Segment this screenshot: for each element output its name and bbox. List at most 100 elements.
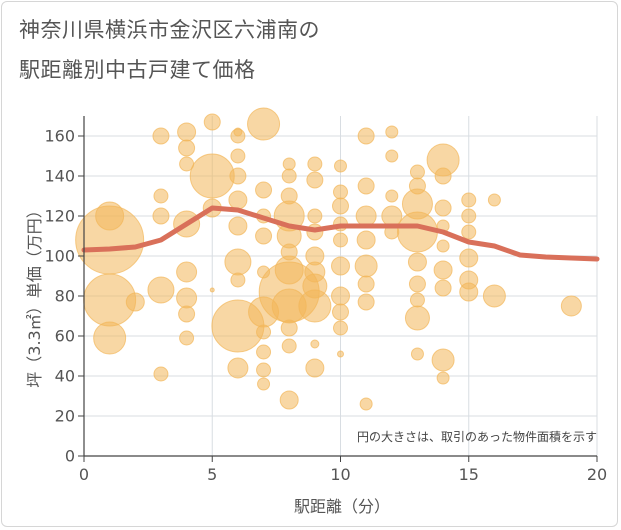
data-bubble xyxy=(228,190,248,210)
data-bubble xyxy=(153,366,169,382)
y-axis-label: 坪（3.3㎡）単価（万円） xyxy=(25,202,44,387)
data-bubble xyxy=(434,199,452,217)
data-bubble xyxy=(461,208,477,224)
y-tick-label: 120 xyxy=(44,207,75,226)
data-bubble xyxy=(230,148,246,164)
data-bubble xyxy=(305,358,325,378)
data-bubble xyxy=(224,248,252,276)
data-bubble xyxy=(487,193,501,207)
data-bubble xyxy=(461,192,477,208)
data-bubble xyxy=(152,127,170,145)
data-bubble xyxy=(229,167,247,185)
x-axis-label: 駅距離（分） xyxy=(294,497,390,516)
data-bubble xyxy=(255,227,273,245)
data-bubble xyxy=(178,305,196,323)
y-tick-label: 80 xyxy=(55,287,75,306)
chart-trend-line xyxy=(81,205,600,262)
data-bubble xyxy=(280,319,298,337)
data-bubble xyxy=(233,127,243,137)
data-bubble xyxy=(359,397,373,411)
data-bubble xyxy=(459,282,479,302)
data-bubble xyxy=(436,371,450,385)
data-bubble xyxy=(176,287,198,309)
data-bubble xyxy=(178,139,196,157)
data-bubble xyxy=(179,330,195,346)
x-tick-label: 0 xyxy=(79,465,89,484)
data-bubble xyxy=(307,156,323,172)
data-bubble xyxy=(410,347,424,361)
data-bubble xyxy=(396,211,438,253)
chart-title-line2: 駅距離別中古戸建て価格 xyxy=(19,58,256,82)
data-bubble xyxy=(279,390,299,410)
data-bubble xyxy=(281,338,297,354)
data-bubble xyxy=(247,107,281,141)
data-bubble xyxy=(431,348,455,372)
data-bubble xyxy=(256,362,272,378)
data-bubble xyxy=(407,252,427,272)
data-bubble xyxy=(385,149,399,163)
data-bubble xyxy=(461,224,477,240)
data-bubble xyxy=(357,275,375,293)
x-tick-label: 5 xyxy=(207,465,217,484)
data-bubble xyxy=(381,205,403,227)
data-bubble xyxy=(357,177,375,195)
y-tick-label: 160 xyxy=(44,127,75,146)
data-bubble xyxy=(333,232,348,248)
data-bubble xyxy=(434,279,452,297)
data-bubble xyxy=(177,122,197,142)
data-bubble xyxy=(95,201,125,231)
y-tick-label: 140 xyxy=(44,167,75,186)
data-bubble xyxy=(331,256,350,276)
data-bubble xyxy=(307,208,323,224)
data-bubble xyxy=(337,350,344,358)
data-bubble xyxy=(176,261,198,283)
data-bubble xyxy=(255,181,273,199)
data-bubble xyxy=(230,272,246,288)
data-bubble xyxy=(189,153,235,199)
data-bubble xyxy=(409,292,425,308)
data-bubble xyxy=(404,305,430,331)
average-price-line xyxy=(81,205,600,262)
data-bubble xyxy=(256,324,272,340)
data-bubble xyxy=(93,321,127,355)
size-note: 円の大きさは、取引のあった物件面積を示す xyxy=(357,429,597,444)
data-bubble xyxy=(310,339,320,349)
data-bubble xyxy=(436,239,450,253)
data-bubble xyxy=(228,216,248,236)
data-bubble xyxy=(298,289,332,323)
data-bubble xyxy=(153,188,169,204)
data-bubble xyxy=(333,320,348,336)
data-bubble xyxy=(482,284,506,308)
chart-axes: 0 20 40 60 80 100 120 140 160 0 5 10 15 20 xyxy=(44,116,607,484)
data-bubble xyxy=(357,127,375,145)
data-bubble xyxy=(209,287,215,293)
chart-title-line1: 神奈川県横浜市金沢区六浦南の xyxy=(19,18,320,42)
data-bubble xyxy=(147,276,175,304)
data-bubble xyxy=(385,189,399,203)
data-bubble xyxy=(125,292,145,312)
data-bubble xyxy=(434,167,452,185)
data-bubble xyxy=(256,344,272,360)
data-bubble xyxy=(409,164,425,180)
data-bubble xyxy=(331,286,350,306)
data-bubble xyxy=(306,171,324,189)
data-bubble xyxy=(332,197,349,215)
data-bubble xyxy=(355,205,377,227)
data-bubble xyxy=(203,113,221,131)
y-tick-label: 0 xyxy=(65,447,75,466)
data-bubble xyxy=(334,159,347,173)
data-bubble xyxy=(385,125,399,139)
data-bubble xyxy=(282,157,296,171)
data-bubble xyxy=(356,230,376,250)
x-tick-label: 10 xyxy=(330,465,350,484)
x-tick-label: 20 xyxy=(587,465,607,484)
x-tick-label: 15 xyxy=(459,465,479,484)
y-tick-label: 20 xyxy=(55,407,75,426)
data-bubble xyxy=(227,357,249,379)
data-bubble xyxy=(152,207,170,225)
data-bubble xyxy=(560,295,582,317)
data-bubble xyxy=(333,184,348,200)
y-tick-label: 40 xyxy=(55,367,75,386)
data-bubble xyxy=(354,254,378,278)
